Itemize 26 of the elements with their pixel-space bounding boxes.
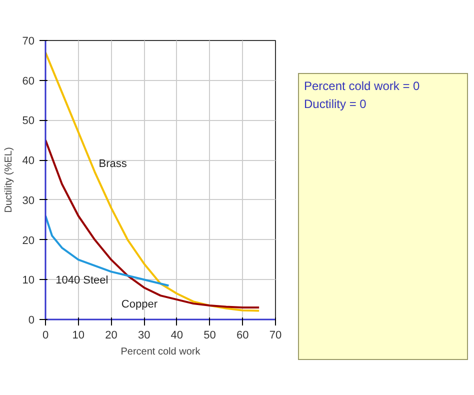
- x-tick-label: 50: [204, 330, 216, 342]
- line-series: [46, 214, 170, 287]
- line-series: [46, 139, 260, 309]
- text: Percent cold work = 0: [304, 79, 420, 93]
- x-tick-label: 40: [170, 330, 184, 342]
- annotation: Copper: [121, 298, 158, 311]
- x-tick-label: 20: [105, 330, 118, 342]
- annotation: 1040 Steel: [56, 274, 108, 287]
- annotation: Brass: [98, 158, 128, 170]
- y-tick-label: 70: [22, 36, 35, 48]
- y-tick-label: 60: [22, 75, 35, 88]
- x-tick-label: 10: [72, 330, 84, 342]
- x-tick-label: 60: [236, 330, 249, 342]
- x-tick-label: 0: [42, 330, 49, 342]
- line-series: [46, 51, 260, 312]
- y-tick-label: 10: [22, 274, 35, 287]
- x-tick-label: 30: [138, 330, 150, 342]
- y-axis-title: Ductility (%EL): [3, 147, 14, 213]
- y-tick-label: 50: [22, 115, 35, 128]
- y-tick-label: 20: [22, 234, 35, 247]
- y-tick-label: 30: [22, 194, 35, 207]
- x-tick-label: 70: [269, 330, 282, 342]
- text: Ductility = 0: [304, 97, 366, 111]
- y-tick-label: 40: [22, 155, 35, 168]
- y-tick-label: 0: [28, 314, 35, 326]
- x-axis-title: Percent cold work: [120, 346, 202, 358]
